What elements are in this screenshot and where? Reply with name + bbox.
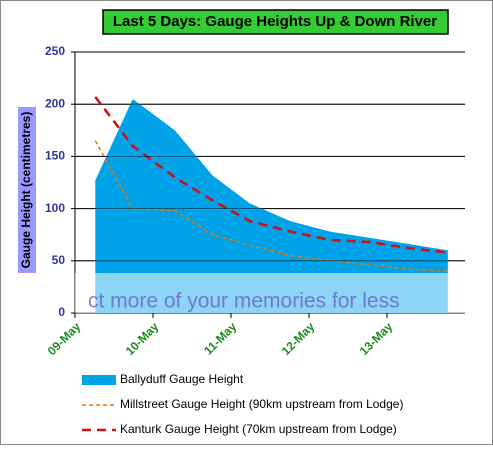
y-tick-label: 250 bbox=[45, 44, 65, 58]
watermark-text: ct more of your memories for less bbox=[88, 290, 400, 313]
area bbox=[95, 98, 448, 313]
legend-swatch bbox=[82, 375, 116, 385]
watermark-band bbox=[75, 273, 465, 313]
y-tick-label: 150 bbox=[45, 149, 65, 163]
title-box bbox=[102, 9, 449, 35]
legend-label: Kanturk Gauge Height (70km upstream from… bbox=[120, 422, 397, 436]
chart-title: Last 5 Days: Gauge Heights Up & Down Riv… bbox=[113, 13, 437, 30]
y-tick-label: 50 bbox=[52, 253, 66, 267]
y-tick-label: 100 bbox=[45, 201, 65, 215]
y-tick-label: 200 bbox=[45, 96, 65, 110]
y-label-box bbox=[18, 107, 36, 273]
legend-label: Ballyduff Gauge Height bbox=[120, 372, 244, 386]
y-tick-label: 0 bbox=[58, 305, 65, 319]
legend-label: Millstreet Gauge Height (90km upstream f… bbox=[120, 397, 403, 411]
y-axis-label: Gauge Height (centimetres) bbox=[19, 112, 33, 269]
line bbox=[94, 140, 448, 272]
